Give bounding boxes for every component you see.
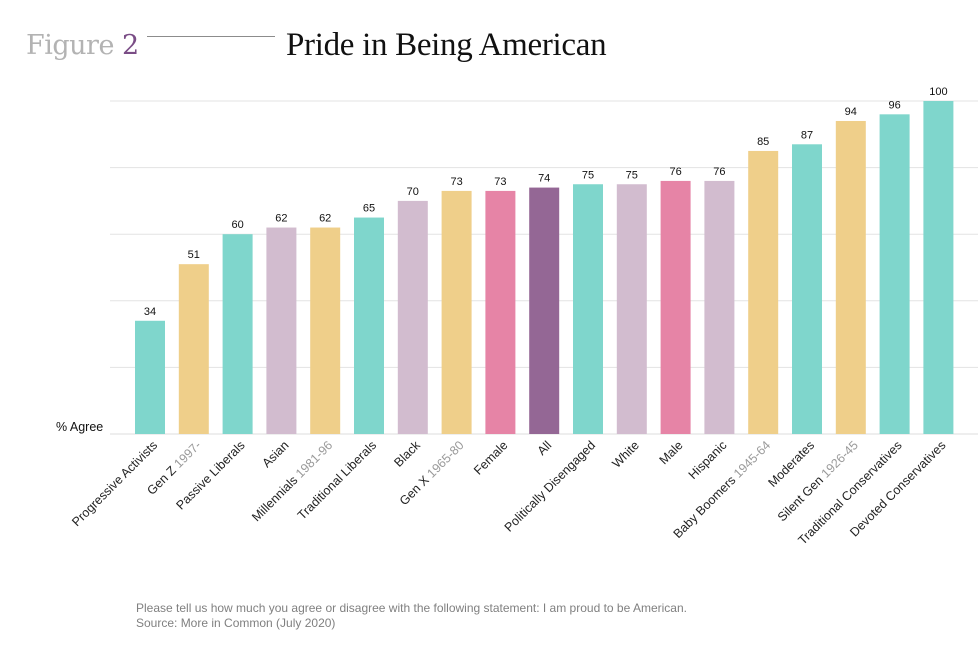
tick-label-name: All bbox=[535, 438, 555, 458]
bar bbox=[135, 320, 165, 434]
data-label: 87 bbox=[801, 129, 813, 141]
tick-label-years: 1926-45 bbox=[816, 438, 861, 483]
footnote: Please tell us how much you agree or dis… bbox=[136, 601, 687, 631]
tick-label: Silent Gen 1926-45 bbox=[775, 438, 861, 524]
data-label: 62 bbox=[319, 213, 331, 225]
bar bbox=[879, 114, 910, 434]
bar bbox=[573, 184, 603, 434]
data-label: 76 bbox=[713, 166, 725, 178]
tick-label-name: Traditional Liberals bbox=[295, 438, 379, 522]
bar bbox=[748, 150, 779, 434]
data-label: 76 bbox=[669, 166, 681, 178]
tick-label-name: Millennials bbox=[249, 473, 300, 524]
data-label: 65 bbox=[363, 203, 375, 215]
figure-label: Figure 2 bbox=[26, 30, 139, 61]
tick-label-name: Female bbox=[471, 438, 510, 477]
bar bbox=[616, 184, 647, 434]
data-label: 96 bbox=[888, 99, 900, 111]
data-label: 75 bbox=[626, 169, 638, 181]
bar bbox=[266, 227, 297, 434]
tick-label-years: 1981-96 bbox=[291, 438, 336, 483]
data-label: 100 bbox=[929, 86, 947, 98]
tick-label-name: Black bbox=[391, 438, 423, 470]
bar bbox=[704, 180, 735, 434]
bar bbox=[441, 190, 472, 434]
chart-title: Pride in Being American bbox=[286, 27, 607, 63]
tick-label-name: White bbox=[609, 438, 642, 471]
bar bbox=[222, 234, 253, 434]
tick-label: Millennials 1981-96 bbox=[249, 438, 335, 524]
tick-label-years: 1997- bbox=[169, 438, 204, 473]
bar bbox=[835, 120, 866, 434]
figure-number: 2 bbox=[122, 30, 139, 61]
tick-label: Male bbox=[657, 438, 686, 467]
figure-word: Figure bbox=[26, 30, 114, 61]
bar bbox=[923, 101, 954, 434]
header-rule bbox=[147, 36, 275, 37]
data-label: 51 bbox=[188, 249, 200, 261]
tick-label: Hispanic bbox=[686, 438, 730, 482]
tick-label: All bbox=[535, 438, 555, 458]
bar bbox=[178, 264, 209, 434]
data-label: 60 bbox=[231, 219, 243, 231]
data-label: 74 bbox=[538, 173, 550, 185]
bar bbox=[397, 200, 428, 434]
footnote-question: Please tell us how much you agree or dis… bbox=[136, 601, 687, 615]
tick-label-name: Baby Boomers bbox=[671, 473, 739, 541]
data-label: 70 bbox=[407, 186, 419, 198]
tick-label-name: Male bbox=[657, 438, 686, 467]
data-label: 73 bbox=[450, 176, 462, 188]
tick-label-years: 1965-80 bbox=[422, 438, 467, 483]
data-label: 94 bbox=[845, 106, 857, 118]
bar bbox=[310, 227, 341, 434]
bar bbox=[354, 217, 384, 434]
data-label: 75 bbox=[582, 169, 594, 181]
tick-label: Black bbox=[391, 438, 423, 470]
bar bbox=[660, 180, 691, 434]
tick-label: Female bbox=[471, 438, 510, 477]
tick-label: Asian bbox=[260, 438, 292, 470]
tick-label-name: Politically Disengaged bbox=[502, 438, 598, 534]
bar bbox=[529, 187, 560, 434]
tick-label-years: 1945-64 bbox=[729, 438, 774, 483]
tick-label-name: Asian bbox=[260, 438, 292, 470]
y-axis-label: % Agree bbox=[56, 420, 103, 434]
tick-label: White bbox=[609, 438, 642, 471]
tick-label: Traditional Liberals bbox=[295, 438, 379, 522]
data-label: 34 bbox=[144, 306, 156, 318]
tick-label: Progressive Activists bbox=[69, 438, 160, 529]
data-label: 73 bbox=[494, 176, 506, 188]
tick-label-name: Hispanic bbox=[686, 438, 730, 482]
tick-label-name: Progressive Activists bbox=[69, 438, 160, 529]
bar bbox=[485, 190, 516, 434]
tick-label: Politically Disengaged bbox=[502, 438, 598, 534]
bar bbox=[792, 144, 822, 435]
data-label: 85 bbox=[757, 136, 769, 148]
footnote-source: Source: More in Common (July 2020) bbox=[136, 616, 336, 630]
data-label: 62 bbox=[275, 213, 287, 225]
